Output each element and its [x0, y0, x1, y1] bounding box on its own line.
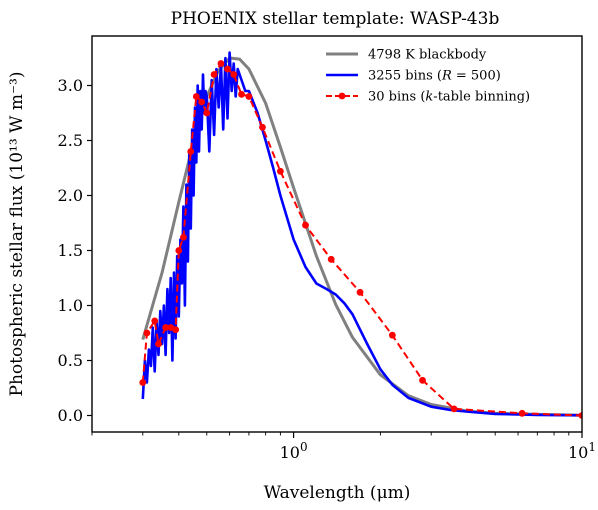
data-point-marker — [276, 167, 284, 175]
legend-marker — [338, 92, 346, 100]
data-point-marker — [139, 379, 147, 386]
data-point-marker — [356, 288, 364, 296]
legend-label-3: 30 bins (k-table binning) — [368, 90, 530, 105]
y-tick-label: 1.0 — [58, 296, 83, 315]
data-point-marker — [151, 317, 159, 325]
x-tick-label: 100 — [280, 440, 308, 462]
data-point-marker — [210, 71, 218, 78]
data-point-marker — [203, 109, 211, 117]
y-tick-label: 2.5 — [58, 131, 83, 150]
data-point-marker — [302, 221, 309, 229]
data-point-marker — [245, 93, 253, 100]
data-point-marker — [175, 247, 183, 254]
data-point-marker — [238, 90, 245, 98]
data-point-marker — [155, 340, 162, 348]
data-point-marker — [578, 412, 582, 419]
data-point-marker — [217, 60, 225, 67]
data-point-marker — [162, 324, 170, 331]
data-point-marker — [327, 255, 335, 263]
data-point-marker — [172, 326, 180, 334]
data-point-marker — [143, 329, 151, 337]
data-point-marker — [180, 233, 187, 241]
data-point-marker — [388, 331, 396, 339]
y-axis-title: Photospheric stellar flux (10¹³ W m⁻³) — [7, 72, 27, 397]
x-tick-label: 101 — [568, 440, 596, 462]
data-point-marker — [224, 65, 231, 73]
legend-label-2: 3255 bins (R = 500) — [368, 69, 501, 84]
data-point-marker — [198, 98, 206, 106]
y-tick-label: 0.5 — [58, 351, 83, 370]
data-point-marker — [450, 405, 458, 413]
data-point-marker — [518, 409, 526, 417]
plot-area-frame — [91, 35, 583, 433]
data-point-marker — [419, 376, 426, 384]
data-point-marker — [187, 148, 195, 155]
data-point-marker — [192, 93, 200, 100]
data-point-marker — [259, 123, 266, 131]
y-tick-label: 3.0 — [58, 76, 83, 95]
data-point-marker — [230, 71, 238, 78]
y-tick-label: 1.5 — [58, 241, 83, 260]
y-tick-label: 0.0 — [58, 406, 83, 425]
legend-label-1: 4798 K blackbody — [368, 48, 487, 63]
y-tick-label: 2.0 — [58, 186, 83, 205]
chart-title: PHOENIX stellar template: WASP-43b — [171, 9, 500, 29]
x-axis-title: Wavelength (μm) — [264, 483, 411, 503]
series-line-2 — [141, 51, 582, 417]
